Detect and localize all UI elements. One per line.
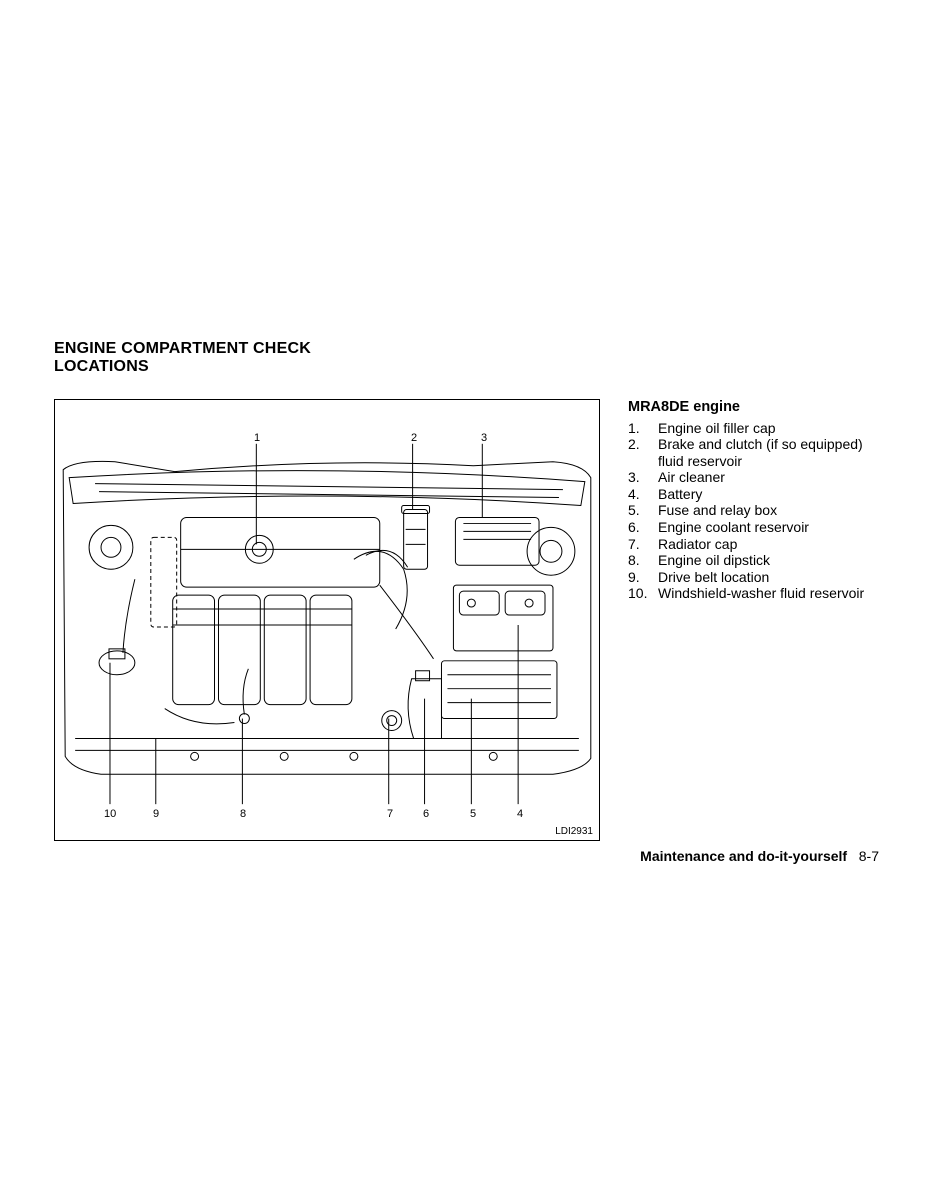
legend-item-number: 8. <box>628 552 658 569</box>
legend-item: 9.Drive belt location <box>628 569 879 586</box>
legend-item-number: 4. <box>628 486 658 503</box>
engine-diagram: 1 2 3 10 9 8 7 6 5 4 LDI2931 <box>54 399 600 841</box>
legend-item-text: Windshield-washer fluid reservoir <box>658 585 879 602</box>
legend-item-text: Air cleaner <box>658 469 879 486</box>
legend-item-text: Engine oil filler cap <box>658 420 879 437</box>
legend-item-text: Brake and clutch (if so equipped) fluid … <box>658 436 879 469</box>
legend-item: 3.Air cleaner <box>628 469 879 486</box>
legend-item-number: 6. <box>628 519 658 536</box>
legend-item-number: 3. <box>628 469 658 486</box>
legend-item-text: Radiator cap <box>658 536 879 553</box>
callout-number: 8 <box>240 808 246 820</box>
footer-section: Maintenance and do-it-yourself <box>640 848 847 864</box>
section-title-line2: LOCATIONS <box>54 358 149 375</box>
legend-item-number: 2. <box>628 436 658 469</box>
legend-item-text: Fuse and relay box <box>658 502 879 519</box>
legend-item: 8.Engine oil dipstick <box>628 552 879 569</box>
legend-item: 10.Windshield-washer fluid reservoir <box>628 585 879 602</box>
legend-item-text: Drive belt location <box>658 569 879 586</box>
legend-item-number: 7. <box>628 536 658 553</box>
section-title: ENGINE COMPARTMENT CHECK LOCATIONS <box>54 340 879 377</box>
legend-item-text: Engine coolant reservoir <box>658 519 879 536</box>
legend-item: 6.Engine coolant reservoir <box>628 519 879 536</box>
callout-number: 10 <box>104 808 116 820</box>
legend-item-text: Battery <box>658 486 879 503</box>
footer-page: 8-7 <box>859 848 879 864</box>
legend-item: 1.Engine oil filler cap <box>628 420 879 437</box>
legend: MRA8DE engine 1.Engine oil filler cap2.B… <box>628 399 879 602</box>
callout-number: 2 <box>411 432 417 444</box>
callout-number: 4 <box>517 808 523 820</box>
callout-number: 6 <box>423 808 429 820</box>
legend-title: MRA8DE engine <box>628 399 879 416</box>
page-footer: Maintenance and do-it-yourself 8-7 <box>640 848 879 864</box>
legend-item-number: 10. <box>628 585 658 602</box>
callout-number: 7 <box>387 808 393 820</box>
legend-item: 7.Radiator cap <box>628 536 879 553</box>
legend-item: 5.Fuse and relay box <box>628 502 879 519</box>
legend-list: 1.Engine oil filler cap2.Brake and clutc… <box>628 420 879 602</box>
callout-number: 3 <box>481 432 487 444</box>
section-title-line1: ENGINE COMPARTMENT CHECK <box>54 340 311 357</box>
page-content: ENGINE COMPARTMENT CHECK LOCATIONS <box>54 340 879 841</box>
callout-number: 9 <box>153 808 159 820</box>
main-row: 12310987654 LDI2931 MRA8DE engine 1.Engi… <box>54 399 879 841</box>
callout-number: 5 <box>470 808 476 820</box>
legend-item-number: 9. <box>628 569 658 586</box>
engine-diagram-svg <box>55 400 599 840</box>
legend-item-text: Engine oil dipstick <box>658 552 879 569</box>
legend-item: 4.Battery <box>628 486 879 503</box>
legend-item-number: 1. <box>628 420 658 437</box>
diagram-code: LDI2931 <box>555 826 593 837</box>
legend-item: 2.Brake and clutch (if so equipped) flui… <box>628 436 879 469</box>
legend-item-number: 5. <box>628 502 658 519</box>
callout-number: 1 <box>254 432 260 444</box>
